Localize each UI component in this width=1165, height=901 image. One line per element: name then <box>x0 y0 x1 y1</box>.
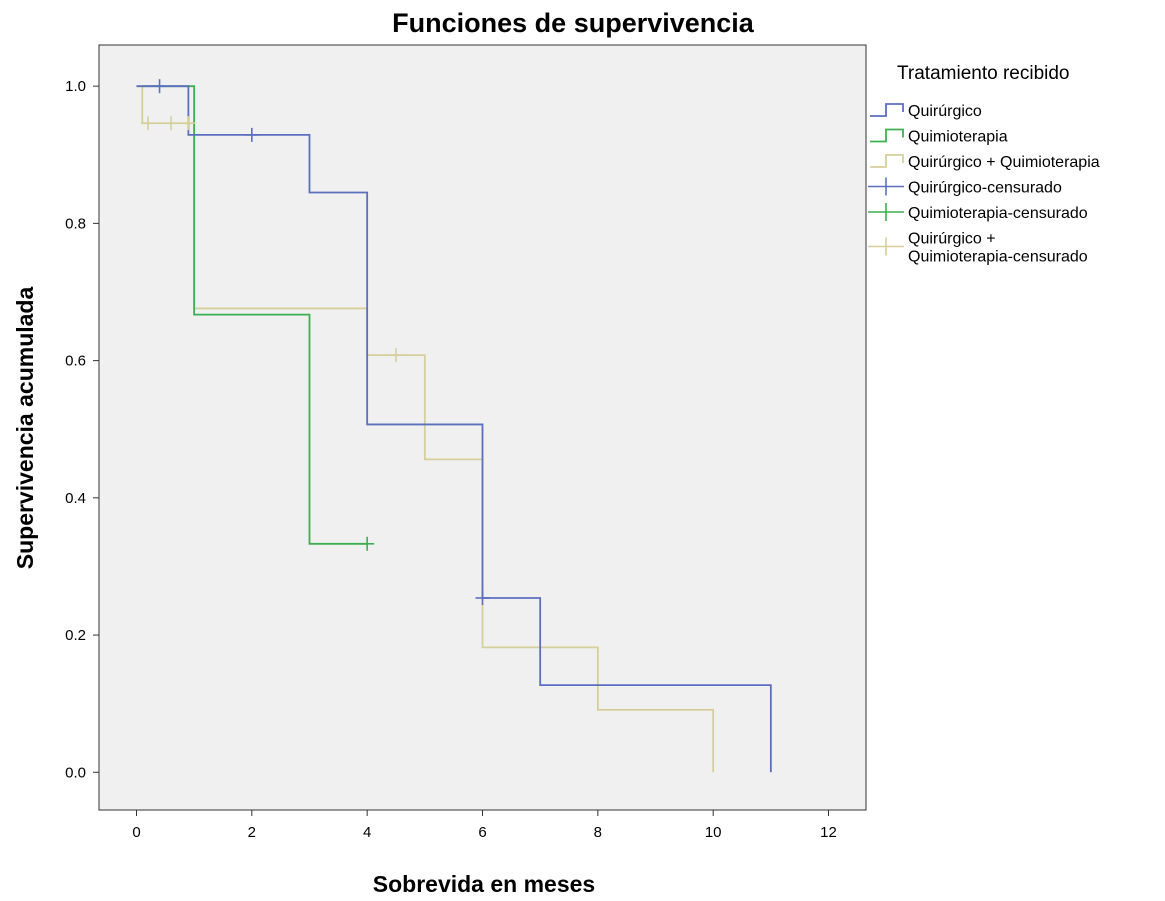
censor-mark-0 <box>152 79 167 94</box>
legend-item: Quirúrgico + Quimioterapia <box>870 154 1100 171</box>
censor-mark-2 <box>181 116 196 131</box>
legend-label: Quimioterapia-censurado <box>908 205 1088 222</box>
y-tick-label: 0.0 <box>65 764 86 781</box>
y-tick-label: 0.8 <box>65 215 86 232</box>
censor-mark-1 <box>360 536 375 551</box>
series-line-0 <box>136 85 772 773</box>
censor-mark-0 <box>244 127 259 142</box>
legend: Quirúrgico Quimioterapia Quirúrgico + Quim… <box>868 103 1100 266</box>
censor-mark-2 <box>164 116 179 131</box>
legend-label: Quirúrgico-censurado <box>908 180 1062 197</box>
legend-swatch-0 <box>870 103 904 117</box>
x-tick-label: 12 <box>820 824 837 841</box>
x-tick-label: 0 <box>132 824 140 841</box>
censor-mark-2 <box>388 348 403 363</box>
y-axis-label: Supervivencia acumulada <box>12 287 38 570</box>
x-tick-label: 10 <box>705 824 722 841</box>
legend-swatch-1 <box>870 128 904 143</box>
y-tick-label: 0.6 <box>65 353 86 370</box>
legend-label: Quirúrgico <box>908 103 982 120</box>
censor-layer <box>141 79 490 605</box>
legend-item: Quirúrgico +Quimioterapia-censurado <box>868 231 1088 266</box>
censor-mark-2 <box>141 116 156 131</box>
y-axis: 0.0 0.2 0.4 0.6 0.8 1.0 <box>65 78 99 781</box>
legend-label: Quirúrgico + <box>908 231 996 248</box>
legend-label: Quimioterapia-censurado <box>908 249 1088 266</box>
x-tick-label: 4 <box>363 824 371 841</box>
censor-mark-0 <box>475 590 490 605</box>
y-tick-label: 0.4 <box>65 490 86 507</box>
legend-swatch-2 <box>870 154 904 168</box>
legend-title: Tratamiento recibido <box>897 63 1069 84</box>
legend-item: Quimioterapia <box>870 129 1008 146</box>
legend-label: Quimioterapia <box>908 129 1008 146</box>
x-tick-label: 6 <box>478 824 486 841</box>
chart-title: Funciones de supervivencia <box>392 8 755 38</box>
legend-item: Quimioterapia-censurado <box>868 203 1088 222</box>
legend-item: Quirúrgico-censurado <box>868 177 1062 197</box>
x-axis: 0 2 4 6 8 10 12 <box>132 810 837 841</box>
x-axis-label: Sobrevida en meses <box>373 871 595 897</box>
y-tick-label: 1.0 <box>65 78 86 95</box>
legend-item: Quirúrgico <box>870 103 982 120</box>
series-line-2 <box>136 85 715 773</box>
x-tick-label: 8 <box>594 824 602 841</box>
y-tick-label: 0.2 <box>65 627 86 644</box>
legend-label: Quirúrgico + Quimioterapia <box>908 154 1100 171</box>
x-tick-label: 2 <box>248 824 256 841</box>
series-layer <box>136 85 772 773</box>
